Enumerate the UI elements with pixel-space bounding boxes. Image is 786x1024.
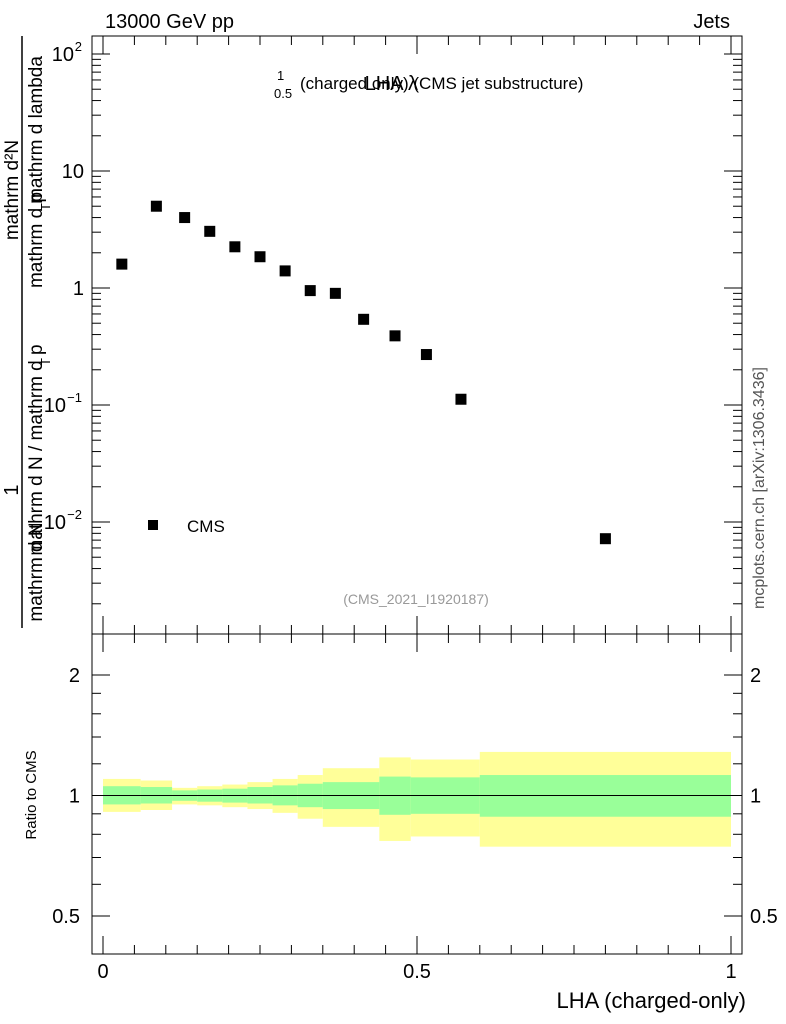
main-x-axis <box>102 36 732 634</box>
main-y-tick-label: 10 <box>44 512 66 534</box>
data-point <box>358 313 370 325</box>
main-y-tick-label: 10 <box>62 161 84 183</box>
ratio-y-axis: 2 2 1 1 0.5 0.5 <box>52 665 778 928</box>
plot-title-suffix: (charged only) (CMS jet substructure) <box>300 74 583 93</box>
ratio-y-tick-label-right: 0.5 <box>750 906 778 928</box>
data-point <box>599 533 611 545</box>
plot-title-sub: 0.5 <box>274 86 292 101</box>
data-point <box>420 349 432 361</box>
jets-label: Jets <box>693 11 730 33</box>
main-plot-frame <box>91 35 743 635</box>
data-point <box>229 241 241 253</box>
ylabel-denominator-sub: T <box>38 203 53 211</box>
ratio-x-axis: 0 0.5 1 <box>97 634 737 983</box>
main-y-tick-label: 10 <box>44 395 66 417</box>
data-point <box>455 393 467 405</box>
ratio-bands <box>103 751 731 847</box>
ratio-y-tick-label: 2 <box>69 665 80 687</box>
ylabel-denominator-a: mathrm d lambda <box>26 56 47 204</box>
legend-label: CMS <box>187 517 225 536</box>
analysis-id: (CMS_2021_I1920187) <box>343 591 489 607</box>
plot-title-prefix: LHA λ <box>365 73 418 95</box>
ratio-x-tick-label: 0.5 <box>403 961 431 983</box>
data-point <box>254 251 266 263</box>
ratio-x-tick-label: 1 <box>725 961 736 983</box>
x-axis-label: LHA (charged-only) <box>556 988 746 1013</box>
plot-title-sup: 1 <box>277 68 284 83</box>
main-y-tick-label: 1 <box>73 278 84 300</box>
main-y-tick-exp: 2 <box>75 39 82 54</box>
data-point <box>304 285 316 297</box>
data-point <box>204 225 216 237</box>
ylabel-norm-a: mathrm d N / mathrm d p <box>26 344 47 555</box>
main-y-tick-exp: −2 <box>67 507 82 522</box>
ratio-y-tick-label: 0.5 <box>52 906 80 928</box>
ylabel-denominator-b: mathrm d p <box>26 192 47 288</box>
main-y-tick-label: 10 <box>52 44 74 66</box>
ratio-y-tick-label: 1 <box>69 786 80 808</box>
ratio-y-tick-label-right: 2 <box>750 665 761 687</box>
legend: CMS <box>148 517 225 536</box>
data-point <box>279 265 291 277</box>
ylabel-norm-b: mathrm d N <box>26 522 47 621</box>
main-y-label: 1 mathrm d²N mathrm d lambda mathrm d p … <box>1 36 53 628</box>
data-point <box>150 200 162 212</box>
energy-label: 13000 GeV pp <box>105 11 234 33</box>
ylabel-norm-sub: T <box>38 358 53 366</box>
data-point <box>389 330 401 342</box>
data-point <box>179 212 191 224</box>
ylabel-one: 1 <box>1 484 23 495</box>
ratio-x-tick-label: 0 <box>97 961 108 983</box>
cms-data-series <box>116 200 611 545</box>
ratio-y-tick-label-right: 1 <box>750 786 761 808</box>
mcplots-watermark: mcplots.cern.ch [arXiv:1306.3436] <box>751 367 768 609</box>
main-y-tick-exp: −1 <box>67 390 82 405</box>
data-point <box>116 258 128 270</box>
ylabel-numerator: mathrm d²N <box>2 140 23 240</box>
data-point <box>329 287 341 299</box>
legend-marker <box>148 520 158 530</box>
ratio-y-label: Ratio to CMS <box>23 750 40 839</box>
